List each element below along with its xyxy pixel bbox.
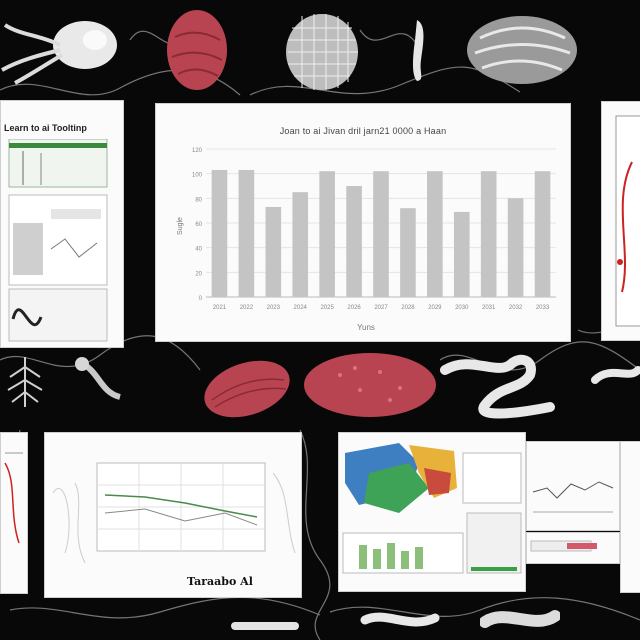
bar: [507, 198, 524, 297]
x-tick-label: 2027: [374, 305, 388, 311]
x-tick-label: 2024: [294, 305, 308, 311]
x-tick-label: 2032: [509, 305, 523, 311]
bottom-line-chart-panel: Taraabo Al: [44, 432, 302, 598]
small-bar-panel: [526, 532, 620, 564]
x-tick-label: 2028: [401, 305, 415, 311]
x-tick-label: 2030: [455, 305, 469, 311]
bottom-bone-illustration-1: [231, 622, 299, 630]
y-tick-label: 40: [195, 247, 202, 253]
small-bar-strip: [530, 540, 597, 552]
bottom-bone-illustration-3: [480, 610, 560, 628]
x-axis-label: Yuns: [357, 323, 375, 332]
left-panel-widgets: [8, 139, 108, 342]
chart-title: Joan to ai Jivan dril jarn21 0000 a Haan: [279, 126, 447, 136]
bar: [400, 208, 416, 297]
small-line-chart: [532, 481, 614, 513]
small-line-chart-panel: [526, 441, 620, 531]
x-tick-label: 2031: [482, 305, 496, 311]
bar: [427, 171, 443, 297]
map-dashboard: [342, 443, 522, 574]
bottom-caption: Taraabo Al: [187, 575, 253, 588]
mesh-sphere-illustration: [286, 14, 358, 90]
vertebra-illustration: [440, 354, 555, 419]
line-chart-sketch: [52, 462, 296, 564]
x-tick-label: 2021: [213, 305, 227, 311]
y-axis-label: Sugle: [177, 217, 184, 235]
y-tick-label: 20: [195, 271, 202, 277]
bone-fragment-illustration: [413, 20, 424, 81]
bar: [346, 186, 362, 297]
bottom-bone-illustration-2: [360, 612, 440, 627]
bar: [238, 169, 255, 297]
right-schematic: [615, 115, 640, 327]
strip-schematic: [4, 452, 23, 544]
x-tick-label: 2025: [320, 305, 334, 311]
bar: [211, 169, 228, 297]
bone-joint-illustration: [75, 357, 122, 400]
bar: [265, 206, 282, 297]
skeletal-structure-illustration: [467, 16, 577, 84]
bar: [453, 211, 470, 297]
tissue-sample-illustration: [304, 353, 436, 417]
bar: [292, 192, 309, 297]
bone-end-illustration: [591, 366, 640, 384]
bar: [373, 171, 389, 297]
squid-illustration: [1, 21, 117, 85]
right-edge-strip-panel: [620, 441, 640, 593]
x-tick-label: 2029: [428, 305, 442, 311]
muscle-tissue-illustration: [204, 360, 290, 418]
bar: [534, 171, 551, 297]
x-tick-label: 2023: [267, 305, 281, 311]
fern-fossil-illustration: [7, 357, 43, 407]
right-schematic-panel: [601, 101, 640, 341]
x-tick-label: 2033: [536, 305, 550, 311]
y-tick-label: 100: [192, 173, 203, 179]
bottom-left-strip-panel: [0, 432, 28, 594]
left-dashboard-panel: Learn to ai Tooltinp: [0, 100, 124, 348]
map-dashboard-panel: [338, 432, 526, 592]
bar-chart-panel: Joan to ai Jivan dril jarn21 0000 a Haan…: [155, 103, 571, 342]
y-tick-label: 0: [199, 296, 203, 302]
bar: [480, 171, 497, 297]
y-tick-label: 120: [192, 148, 203, 154]
bar-chart: 0 20 40 60 80 100 120 2021 2022 2023 2024 2025 2026…: [177, 148, 556, 332]
heart-muscle-illustration: [167, 10, 227, 90]
bar: [319, 171, 335, 297]
x-tick-label: 2022: [240, 305, 254, 311]
x-tick-label: 2026: [347, 305, 361, 311]
left-panel-title: Learn to ai Tooltinp: [4, 123, 87, 133]
y-tick-label: 80: [195, 197, 202, 203]
y-tick-label: 60: [195, 222, 202, 228]
